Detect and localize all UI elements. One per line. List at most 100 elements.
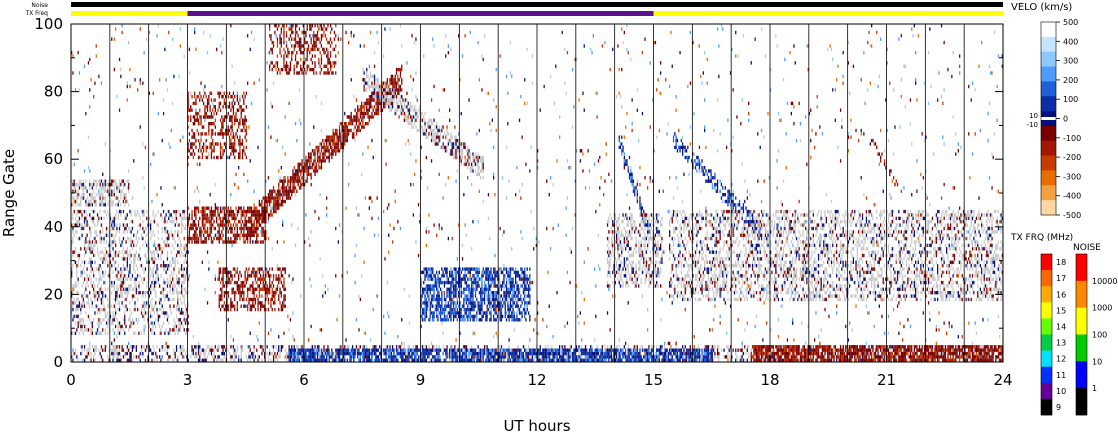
echo-cell-3254 <box>85 324 87 329</box>
echo-cell-1638 <box>591 358 593 362</box>
echo-cell-4431 <box>100 199 103 204</box>
echo-cell-1249 <box>310 345 312 349</box>
echo-cell-2920 <box>803 348 805 352</box>
echo-cell-4031 <box>147 247 149 251</box>
echo-cell-4873 <box>205 213 207 217</box>
echo-cell-3935 <box>152 257 154 261</box>
echo-cell-4640 <box>200 236 202 241</box>
echo-cell-4012 <box>187 250 189 254</box>
echo-cell-4305 <box>112 216 114 221</box>
echo-cell-543 <box>893 355 895 359</box>
echo-cell-1965 <box>315 351 317 356</box>
echo-cell-3542 <box>82 294 84 298</box>
echo-cell-1745 <box>342 355 345 359</box>
echo-cell-37 <box>201 358 203 362</box>
echo-cell-2483 <box>790 358 792 362</box>
echo-cell-911 <box>209 348 211 352</box>
echo-cell-4697 <box>263 233 266 237</box>
echo-cell-4542 <box>82 182 84 187</box>
echo-cell-4529 <box>117 186 119 190</box>
echo-cell-3906 <box>153 260 156 264</box>
echo-cell-1073 <box>736 348 738 352</box>
echo-cell-3847 <box>168 267 170 271</box>
echo-cell-2292 <box>424 348 426 352</box>
echo-cell-852 <box>981 351 983 356</box>
echo-cell-4506 <box>116 189 118 193</box>
echo-cell-3075 <box>812 345 814 349</box>
echo-cell-3425 <box>133 307 135 312</box>
echo-cell-1652 <box>612 358 614 362</box>
echo-cell-3119 <box>893 345 895 349</box>
echo-cell-3627 <box>124 287 126 291</box>
echo-cell-1846 <box>544 355 547 359</box>
echo-cell-3221 <box>83 328 86 332</box>
echo-cell-1335 <box>604 345 606 349</box>
echo-cell-2014 <box>395 351 398 356</box>
echo-cell-2057 <box>472 351 474 356</box>
echo-cell-1629 <box>579 358 581 362</box>
echo-cell-2059 <box>474 351 477 356</box>
echo-cell-4447 <box>80 196 82 200</box>
echo-cell-4587 <box>112 179 114 183</box>
echo-cell-1177 <box>112 345 114 349</box>
echo-cell-1923 <box>676 355 679 359</box>
echo-cell-2349 <box>524 348 526 352</box>
echo-cell-2157 <box>627 351 629 356</box>
echo-cell-1181 <box>117 345 119 349</box>
echo-cell-1803 <box>464 355 466 359</box>
echo-cell-1641 <box>595 358 597 362</box>
echo-cell-4893 <box>243 213 245 217</box>
echo-cell-3480 <box>73 301 75 305</box>
echo-cell-4668 <box>199 233 201 237</box>
echo-cell-933 <box>278 348 280 352</box>
echo-cell-3164 <box>971 345 974 349</box>
echo-cell-3742 <box>155 277 157 281</box>
echo-cell-3308 <box>181 321 183 325</box>
echo-cell-4144 <box>104 233 106 237</box>
echo-cell-3578 <box>95 291 97 295</box>
echo-cell-4786 <box>223 223 225 227</box>
echo-cell-3103 <box>861 345 864 349</box>
echo-cell-4102 <box>174 240 176 244</box>
echo-cell-4297 <box>83 216 86 221</box>
echo-cell-2120 <box>565 351 567 356</box>
echo-cell-1958 <box>305 351 307 356</box>
echo-cell-1777 <box>414 355 416 359</box>
echo-cell-3297 <box>137 321 139 325</box>
echo-cell-4221 <box>165 226 167 231</box>
echo-cell-632 <box>232 351 235 356</box>
echo-cell-3278 <box>74 321 77 325</box>
echo-cell-1304 <box>477 345 479 349</box>
echo-cell-647 <box>276 351 279 356</box>
echo-cell-4499 <box>103 189 105 193</box>
echo-cell-1334 <box>601 345 603 349</box>
echo-cell-906 <box>197 348 200 352</box>
echo-cell-1713 <box>707 358 710 362</box>
echo-cell-1234 <box>266 345 268 349</box>
echo-cell-4650 <box>221 236 223 241</box>
echo-cell-4182 <box>150 230 152 234</box>
echo-cell-849 <box>970 351 972 356</box>
echo-cell-4576 <box>94 179 96 183</box>
echo-cell-4639 <box>197 236 200 241</box>
echo-cell-2826 <box>891 351 893 356</box>
echo-cell-2392 <box>594 348 596 352</box>
echo-cell-2611 <box>766 355 768 359</box>
echo-cell-4794 <box>243 223 245 227</box>
echo-cell-2751 <box>762 351 764 356</box>
echo-cell-1237 <box>275 345 277 349</box>
echo-cell-336 <box>254 355 257 359</box>
echo-cell-4003 <box>156 250 158 254</box>
echo-cell-3691 <box>98 280 100 285</box>
echo-cell-4355 <box>183 213 185 217</box>
echo-cell-3106 <box>871 345 873 349</box>
echo-cell-2045 <box>452 351 455 356</box>
echo-cell-3867 <box>133 264 135 268</box>
echo-cell-1933 <box>693 355 695 359</box>
echo-cell-4735 <box>195 226 197 231</box>
echo-cell-649 <box>285 351 288 356</box>
echo-cell-4172 <box>108 230 110 234</box>
echo-cell-4942 <box>195 206 197 210</box>
echo-cell-4229 <box>78 223 81 227</box>
echo-cell-1524 <box>397 358 399 362</box>
